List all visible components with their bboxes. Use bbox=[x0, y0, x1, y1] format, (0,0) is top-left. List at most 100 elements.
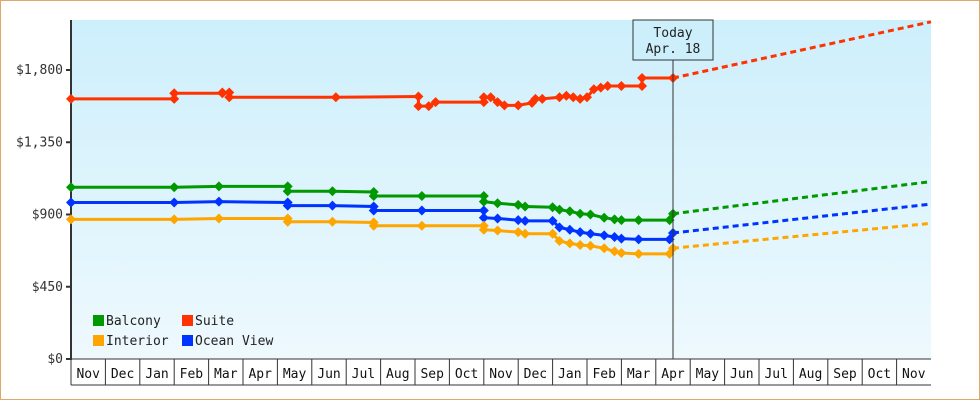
data-point[interactable] bbox=[423, 101, 434, 112]
data-point[interactable] bbox=[599, 243, 610, 254]
data-point[interactable] bbox=[633, 248, 644, 259]
data-point[interactable] bbox=[588, 84, 599, 95]
x-month-label: Jan bbox=[558, 367, 581, 382]
data-point[interactable] bbox=[575, 93, 586, 104]
data-point[interactable] bbox=[66, 93, 76, 104]
data-point[interactable] bbox=[564, 224, 575, 235]
data-point[interactable] bbox=[330, 92, 341, 103]
data-point[interactable] bbox=[585, 228, 596, 239]
data-point[interactable] bbox=[637, 73, 648, 84]
data-point[interactable] bbox=[520, 228, 531, 239]
data-point[interactable] bbox=[416, 220, 427, 231]
data-point[interactable] bbox=[616, 233, 627, 244]
data-point[interactable] bbox=[513, 215, 524, 226]
data-point[interactable] bbox=[327, 200, 338, 211]
data-point[interactable] bbox=[616, 81, 627, 92]
data-point[interactable] bbox=[282, 186, 293, 197]
projection-line bbox=[672, 20, 932, 80]
data-point[interactable] bbox=[568, 92, 579, 103]
data-point[interactable] bbox=[492, 225, 503, 236]
data-point[interactable] bbox=[585, 209, 596, 220]
data-point[interactable] bbox=[169, 214, 180, 225]
data-point[interactable] bbox=[492, 213, 503, 224]
data-point[interactable] bbox=[492, 198, 503, 209]
x-month-label: Jun bbox=[317, 367, 340, 382]
data-point[interactable] bbox=[575, 208, 586, 219]
data-point[interactable] bbox=[217, 87, 228, 98]
data-point[interactable] bbox=[530, 93, 541, 104]
data-point[interactable] bbox=[66, 182, 76, 193]
data-point[interactable] bbox=[609, 231, 620, 242]
data-point[interactable] bbox=[595, 82, 606, 93]
data-point[interactable] bbox=[478, 191, 489, 202]
data-point[interactable] bbox=[478, 196, 489, 207]
data-point[interactable] bbox=[575, 240, 586, 251]
data-point[interactable] bbox=[416, 191, 427, 202]
data-point[interactable] bbox=[602, 81, 613, 92]
data-point[interactable] bbox=[599, 230, 610, 241]
data-point[interactable] bbox=[66, 214, 76, 225]
data-point[interactable] bbox=[327, 216, 338, 227]
data-point[interactable] bbox=[499, 100, 510, 111]
data-point[interactable] bbox=[169, 197, 180, 208]
data-point[interactable] bbox=[430, 97, 441, 108]
x-month-label: Jul bbox=[352, 367, 375, 382]
data-point[interactable] bbox=[492, 97, 503, 108]
data-point[interactable] bbox=[513, 199, 524, 210]
data-point[interactable] bbox=[616, 215, 627, 226]
data-point[interactable] bbox=[599, 212, 610, 223]
data-point[interactable] bbox=[564, 206, 575, 217]
x-month-label: Mar bbox=[627, 367, 651, 382]
data-point[interactable] bbox=[582, 92, 592, 103]
data-point[interactable] bbox=[413, 101, 424, 112]
data-point[interactable] bbox=[478, 212, 489, 223]
data-point[interactable] bbox=[520, 215, 531, 226]
data-point[interactable] bbox=[554, 235, 565, 246]
x-month-label: Feb bbox=[592, 367, 616, 382]
data-point[interactable] bbox=[554, 222, 565, 233]
data-point[interactable] bbox=[609, 214, 620, 225]
data-point[interactable] bbox=[368, 205, 379, 216]
data-point[interactable] bbox=[368, 220, 379, 231]
data-point[interactable] bbox=[485, 92, 496, 103]
data-point[interactable] bbox=[169, 182, 180, 193]
data-point[interactable] bbox=[413, 91, 424, 102]
data-point[interactable] bbox=[213, 196, 224, 207]
data-point[interactable] bbox=[637, 81, 648, 92]
x-month-label: Jul bbox=[764, 367, 787, 382]
data-point[interactable] bbox=[169, 93, 180, 104]
data-point[interactable] bbox=[520, 201, 531, 212]
data-point[interactable] bbox=[564, 238, 575, 249]
data-point[interactable] bbox=[327, 186, 338, 197]
data-point[interactable] bbox=[224, 92, 235, 103]
plot-area bbox=[71, 20, 931, 359]
data-point[interactable] bbox=[416, 205, 427, 216]
data-point[interactable] bbox=[554, 204, 565, 215]
data-point[interactable] bbox=[537, 93, 548, 104]
data-point[interactable] bbox=[368, 191, 379, 202]
data-point[interactable] bbox=[616, 248, 627, 259]
data-point[interactable] bbox=[478, 224, 489, 235]
x-month-label: Dec bbox=[524, 367, 547, 382]
data-point[interactable] bbox=[213, 213, 224, 224]
data-point[interactable] bbox=[554, 92, 565, 103]
data-point[interactable] bbox=[633, 234, 644, 245]
data-point[interactable] bbox=[66, 197, 76, 208]
data-point[interactable] bbox=[609, 246, 620, 257]
x-month-label: May bbox=[283, 367, 307, 382]
data-point[interactable] bbox=[633, 215, 644, 226]
data-point[interactable] bbox=[561, 90, 572, 101]
data-point[interactable] bbox=[513, 227, 524, 238]
data-point[interactable] bbox=[575, 227, 586, 238]
data-point[interactable] bbox=[585, 240, 596, 251]
data-point[interactable] bbox=[547, 228, 558, 239]
data-point[interactable] bbox=[478, 205, 489, 216]
data-point[interactable] bbox=[547, 215, 558, 226]
data-point[interactable] bbox=[169, 88, 180, 99]
data-point[interactable] bbox=[513, 100, 524, 111]
data-point[interactable] bbox=[282, 216, 293, 227]
data-point[interactable] bbox=[478, 92, 489, 103]
data-point[interactable] bbox=[213, 181, 224, 192]
data-point[interactable] bbox=[282, 200, 293, 211]
